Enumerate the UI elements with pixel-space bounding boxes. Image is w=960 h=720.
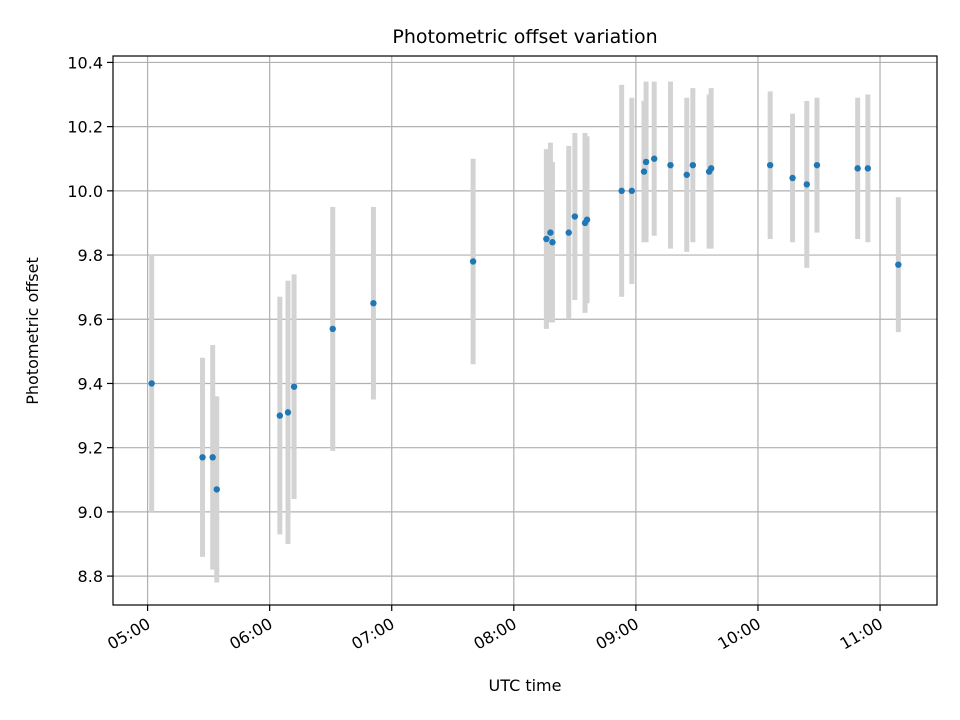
data-point — [854, 165, 861, 172]
data-point — [628, 187, 636, 195]
data-point — [547, 229, 554, 236]
data-point — [789, 174, 796, 182]
plot-frame — [112, 55, 938, 606]
data-point — [640, 168, 648, 175]
data-point — [209, 454, 216, 461]
data-points — [148, 155, 902, 493]
data-point — [650, 155, 658, 162]
data-point — [583, 216, 591, 223]
y-tick-label: 10.4 — [67, 53, 103, 72]
data-point — [213, 486, 220, 493]
y-tick-label: 9.0 — [78, 503, 103, 522]
data-point — [864, 165, 872, 172]
y-tick-label: 10.2 — [67, 118, 103, 137]
x-axis-label: UTC time — [489, 676, 562, 695]
data-point — [689, 161, 697, 169]
y-axis-label: Photometric offset — [23, 257, 42, 405]
data-point — [543, 235, 550, 243]
data-point — [766, 161, 774, 169]
data-point — [148, 380, 155, 387]
data-point — [813, 161, 821, 169]
y-tick-label: 9.8 — [78, 246, 103, 265]
y-tick-label: 9.6 — [78, 310, 103, 329]
data-point — [707, 165, 715, 172]
data-point — [895, 261, 902, 268]
data-point — [683, 171, 690, 178]
data-point — [329, 325, 336, 333]
data-point — [469, 258, 477, 265]
data-point — [276, 412, 284, 419]
y-tick-label: 9.2 — [78, 439, 103, 458]
y-tick-label: 8.8 — [78, 567, 103, 586]
data-point — [565, 229, 572, 236]
y-tick-label: 9.4 — [78, 374, 103, 393]
data-point — [284, 409, 292, 416]
data-point — [290, 383, 298, 390]
data-point — [370, 300, 377, 307]
data-point — [803, 181, 810, 188]
data-point — [571, 213, 579, 220]
grid — [113, 56, 937, 605]
data-point — [642, 158, 650, 166]
y-tick-label: 10.0 — [67, 182, 103, 201]
data-point — [199, 454, 206, 461]
chart-title: Photometric offset variation — [392, 26, 657, 48]
y-axis: 8.8 9.0 9.2 9.4 9.6 9.8 10.0 10.2 10.4 — [67, 53, 113, 586]
data-point — [618, 187, 625, 195]
data-point — [549, 239, 556, 246]
data-point — [667, 161, 674, 169]
